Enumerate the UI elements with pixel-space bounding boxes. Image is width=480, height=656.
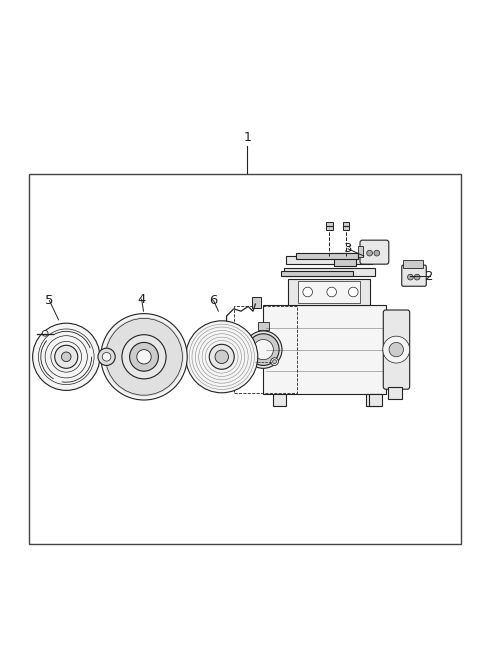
Circle shape <box>383 336 410 363</box>
FancyBboxPatch shape <box>360 240 389 264</box>
Circle shape <box>348 287 358 297</box>
Text: 4: 4 <box>137 293 146 306</box>
FancyBboxPatch shape <box>358 247 363 257</box>
Circle shape <box>327 287 336 297</box>
Circle shape <box>303 287 312 297</box>
FancyBboxPatch shape <box>284 268 375 276</box>
Circle shape <box>33 323 100 390</box>
FancyBboxPatch shape <box>258 321 269 331</box>
Circle shape <box>374 250 380 256</box>
Circle shape <box>414 274 420 280</box>
Text: 3: 3 <box>344 242 352 255</box>
Circle shape <box>253 340 273 359</box>
Circle shape <box>271 358 278 365</box>
FancyBboxPatch shape <box>326 222 333 230</box>
Circle shape <box>98 348 115 365</box>
FancyBboxPatch shape <box>383 310 410 389</box>
FancyBboxPatch shape <box>273 394 286 406</box>
Circle shape <box>244 331 282 368</box>
Circle shape <box>209 344 234 369</box>
FancyBboxPatch shape <box>288 279 370 305</box>
Text: 6: 6 <box>209 294 218 307</box>
Circle shape <box>215 350 228 363</box>
Circle shape <box>104 317 184 397</box>
Text: 5: 5 <box>45 294 54 307</box>
Text: 1: 1 <box>243 131 251 144</box>
Circle shape <box>122 335 166 379</box>
FancyBboxPatch shape <box>388 387 401 399</box>
FancyBboxPatch shape <box>252 297 261 308</box>
FancyBboxPatch shape <box>263 305 386 394</box>
Circle shape <box>367 250 372 256</box>
FancyBboxPatch shape <box>403 260 423 268</box>
Circle shape <box>55 345 78 368</box>
Circle shape <box>102 352 111 361</box>
FancyBboxPatch shape <box>334 253 356 266</box>
Bar <box>29 174 461 544</box>
FancyBboxPatch shape <box>298 281 360 303</box>
Circle shape <box>273 359 276 363</box>
Circle shape <box>137 350 151 364</box>
FancyBboxPatch shape <box>343 222 349 230</box>
FancyBboxPatch shape <box>286 256 372 264</box>
FancyBboxPatch shape <box>296 253 358 258</box>
Circle shape <box>186 321 258 393</box>
Circle shape <box>130 342 158 371</box>
Circle shape <box>247 334 279 365</box>
Circle shape <box>42 331 48 336</box>
FancyBboxPatch shape <box>281 271 353 276</box>
FancyBboxPatch shape <box>402 265 426 286</box>
Circle shape <box>101 314 187 400</box>
Text: 2: 2 <box>425 270 434 283</box>
Circle shape <box>389 342 404 357</box>
Circle shape <box>408 274 413 280</box>
FancyBboxPatch shape <box>367 394 380 406</box>
Circle shape <box>61 352 71 361</box>
FancyBboxPatch shape <box>369 394 382 406</box>
